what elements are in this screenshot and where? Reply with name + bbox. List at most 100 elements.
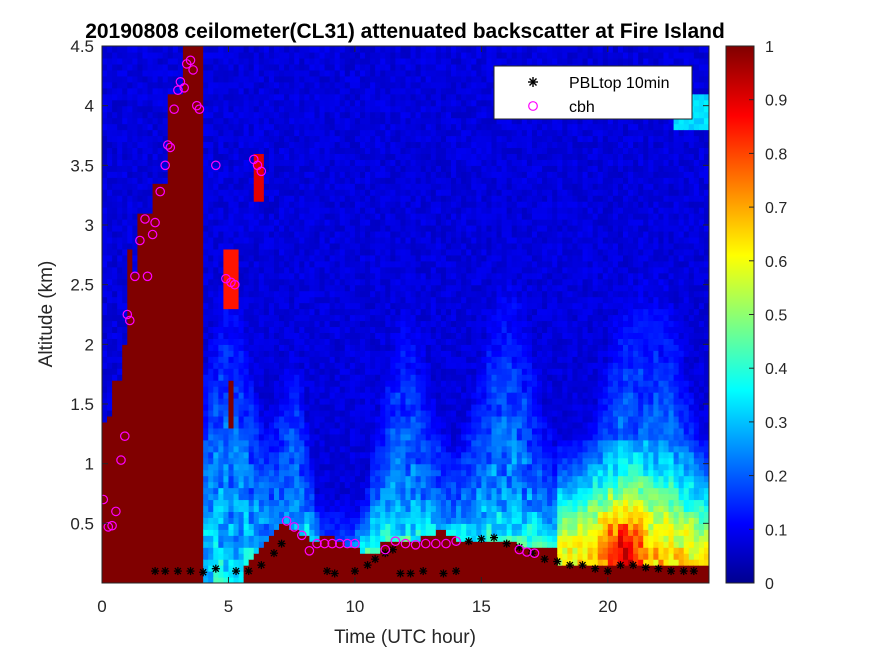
heatmap-cell <box>107 565 113 572</box>
heatmap-cell <box>238 475 245 483</box>
heatmap-cell <box>279 457 285 465</box>
heatmap-cell <box>127 493 133 501</box>
heatmap-cell <box>253 177 260 184</box>
heatmap-cell <box>375 529 381 536</box>
heatmap-cell <box>344 93 351 101</box>
heatmap-cell <box>258 374 265 381</box>
heatmap-cell <box>137 207 144 214</box>
heatmap-cell <box>319 374 326 381</box>
heatmap-cell <box>172 481 179 489</box>
heatmap-cell <box>132 451 139 459</box>
heatmap-cell <box>172 63 179 71</box>
heatmap-cell <box>218 332 224 339</box>
heatmap-cell <box>365 195 371 202</box>
heatmap-cell <box>193 254 199 262</box>
heatmap-cell <box>324 75 331 83</box>
heatmap-cell <box>263 141 270 149</box>
heatmap-cell <box>223 141 230 149</box>
heatmap-cell <box>223 75 230 83</box>
heatmap-cell <box>354 302 361 310</box>
heatmap-cell <box>132 374 139 381</box>
heatmap-cell <box>162 421 169 429</box>
heatmap-cell <box>324 159 331 166</box>
heatmap-cell <box>334 147 341 154</box>
heatmap-cell <box>102 529 108 536</box>
heatmap-cell <box>299 463 305 471</box>
heatmap-cell <box>268 404 275 411</box>
heatmap-cell <box>294 493 300 501</box>
heatmap-cell <box>380 499 386 507</box>
heatmap-cell <box>334 272 341 280</box>
heatmap-cell <box>370 535 376 542</box>
heatmap-cell <box>102 505 108 512</box>
heatmap-cell <box>304 272 310 280</box>
heatmap-cell <box>117 362 123 369</box>
heatmap-cell <box>238 207 245 214</box>
heatmap-cell <box>354 415 361 423</box>
heatmap-cell <box>152 481 159 489</box>
heatmap-cell <box>243 87 250 95</box>
heatmap-cell <box>228 529 235 536</box>
heatmap-cell <box>233 332 240 339</box>
heatmap-cell <box>365 517 371 524</box>
heatmap-cell <box>329 201 336 208</box>
heatmap-cell <box>263 57 270 65</box>
heatmap-cell <box>248 171 255 178</box>
heatmap-cell <box>359 499 366 507</box>
heatmap-cell <box>182 451 189 459</box>
heatmap-cell <box>243 225 250 232</box>
heatmap-cell <box>117 51 123 59</box>
heatmap-cell <box>218 81 224 89</box>
heatmap-cell <box>152 511 159 518</box>
heatmap-cell <box>370 266 376 274</box>
heatmap-cell <box>228 493 235 501</box>
heatmap-cell <box>187 499 194 507</box>
heatmap-cell <box>365 314 371 322</box>
heatmap-cell <box>370 177 376 184</box>
heatmap-cell <box>233 207 240 214</box>
heatmap-cell <box>198 93 204 101</box>
heatmap-cell <box>228 571 235 578</box>
heatmap-cell <box>203 290 209 298</box>
heatmap-cell <box>102 362 108 369</box>
heatmap-cell <box>162 356 169 363</box>
heatmap-cell <box>319 565 326 572</box>
heatmap-cell <box>273 141 280 149</box>
heatmap-cell <box>203 51 209 59</box>
heatmap-cell <box>359 433 366 441</box>
heatmap-cell <box>273 457 280 465</box>
heatmap-cell <box>152 195 159 202</box>
heatmap-cell <box>152 475 159 483</box>
heatmap-cell <box>198 51 204 59</box>
heatmap-cell <box>344 475 351 483</box>
heatmap-cell <box>273 278 280 286</box>
heatmap-cell <box>167 141 174 149</box>
heatmap-cell <box>359 344 366 351</box>
heatmap-cell <box>329 493 336 501</box>
heatmap-cell <box>314 242 321 250</box>
heatmap-cell <box>268 75 275 83</box>
heatmap-cell <box>365 481 371 489</box>
heatmap-cell <box>258 571 265 578</box>
heatmap-cell <box>375 368 381 375</box>
heatmap-cell <box>279 123 285 131</box>
heatmap-cell <box>203 433 209 441</box>
heatmap-cell <box>172 380 179 387</box>
heatmap-cell <box>102 463 108 471</box>
heatmap-cell <box>122 553 128 560</box>
heatmap-cell <box>279 272 285 280</box>
heatmap-cell <box>243 386 250 393</box>
heatmap-cell <box>370 439 376 447</box>
heatmap-cell <box>107 338 113 345</box>
heatmap-cell <box>142 105 149 113</box>
heatmap-cell <box>370 302 376 310</box>
heatmap-cell <box>167 93 174 101</box>
heatmap-cell <box>344 147 351 154</box>
heatmap-cell <box>354 541 361 548</box>
heatmap-cell <box>334 135 341 143</box>
heatmap-cell <box>370 254 376 262</box>
heatmap-cell <box>182 177 189 184</box>
heatmap-cell <box>289 135 295 143</box>
heatmap-cell <box>172 332 179 339</box>
heatmap-cell <box>299 69 305 77</box>
